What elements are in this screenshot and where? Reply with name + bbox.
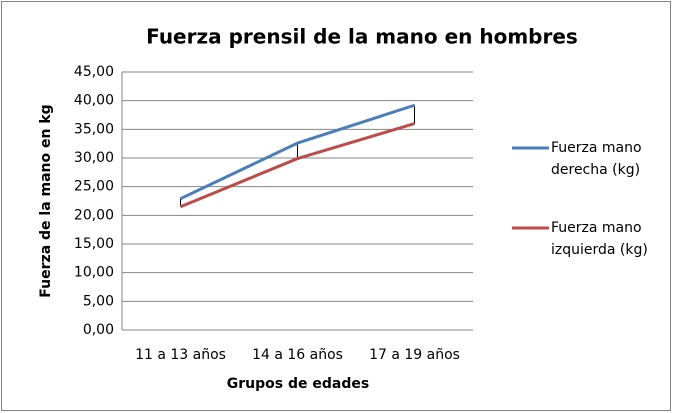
x-axis-label: Grupos de edades bbox=[227, 376, 369, 392]
y-tick-label: 0,00 bbox=[83, 322, 114, 338]
y-tick-label: 30,00 bbox=[74, 150, 114, 166]
series-line bbox=[179, 122, 415, 209]
legend-label: Fuerza mano izquierda (kg) bbox=[551, 220, 648, 258]
y-tick-label: 20,00 bbox=[74, 207, 114, 223]
y-tick-label: 35,00 bbox=[74, 121, 114, 137]
series-line bbox=[179, 103, 415, 201]
y-tick-label: 5,00 bbox=[83, 293, 114, 309]
x-tick-label: 17 a 19 años bbox=[369, 347, 460, 363]
legend-label: Fuerza mano derecha (kg) bbox=[551, 140, 642, 178]
y-tick-label: 40,00 bbox=[74, 93, 114, 109]
y-axis-label: Fuerza de la mano en kg bbox=[38, 104, 54, 297]
y-tick-label: 45,00 bbox=[74, 64, 114, 80]
chart-title: Fuerza prensil de la mano en hombres bbox=[146, 25, 578, 49]
y-tick-label: 15,00 bbox=[74, 236, 114, 252]
y-tick-label: 25,00 bbox=[74, 179, 114, 195]
x-tick-label: 14 a 16 años bbox=[252, 347, 343, 363]
x-tick-label: 11 a 13 años bbox=[135, 347, 226, 363]
y-tick-label: 10,00 bbox=[74, 265, 114, 281]
